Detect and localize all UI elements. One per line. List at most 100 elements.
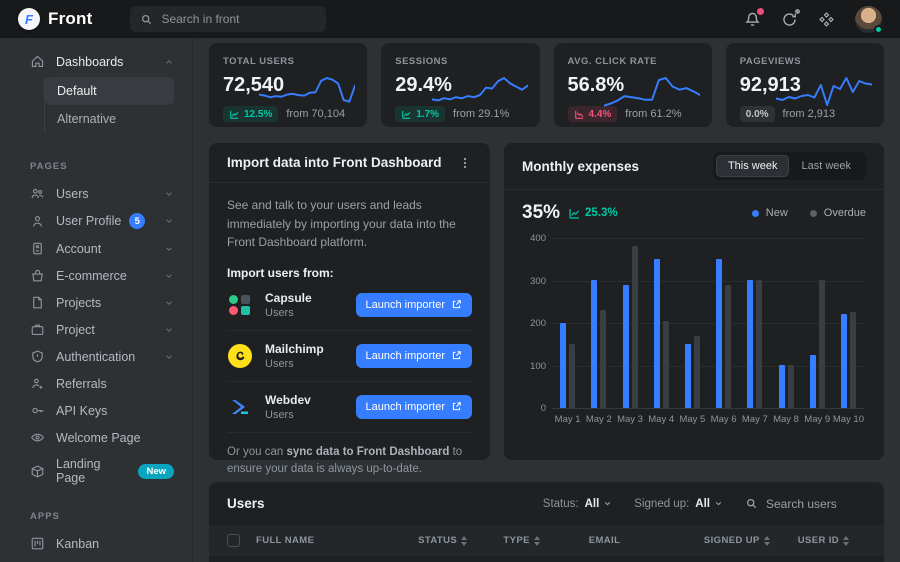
sparkline-chart bbox=[776, 73, 872, 113]
sort-icon[interactable] bbox=[461, 535, 468, 546]
sidebar-subitem-default[interactable]: Default bbox=[45, 77, 174, 105]
sidebar-item-authentication[interactable]: Authentication bbox=[0, 343, 192, 370]
front-logo-icon[interactable]: F bbox=[18, 8, 40, 30]
import-source-type: Users bbox=[265, 357, 294, 370]
stat-card-sessions[interactable]: SESSIONS 29.4% 1.7% from 29.1% bbox=[381, 43, 540, 127]
y-axis-tick: 100 bbox=[530, 360, 546, 372]
bar-new[interactable] bbox=[560, 323, 567, 408]
stat-delta-badge: 12.5% bbox=[223, 106, 279, 122]
expenses-delta: 25.3% bbox=[568, 207, 618, 220]
bar-new[interactable] bbox=[778, 365, 785, 408]
bar-group-may-4 bbox=[646, 238, 677, 408]
stat-card-total-users[interactable]: TOTAL USERS 72,540 12.5% from 70,104 bbox=[209, 43, 368, 127]
sparkline-chart bbox=[259, 73, 356, 113]
sidebar-item-kanban[interactable]: Kanban bbox=[0, 530, 192, 557]
sidebar-item-label: Account bbox=[56, 241, 102, 256]
sidebar-item-label: Project bbox=[56, 322, 95, 337]
sidebar-item-referrals[interactable]: Referrals bbox=[0, 370, 192, 397]
bar-overdue[interactable] bbox=[725, 285, 732, 408]
launch-importer-button[interactable]: Launch importer bbox=[355, 292, 472, 317]
sidebar-item-api-keys[interactable]: API Keys bbox=[0, 397, 192, 424]
toggle-last-week[interactable]: Last week bbox=[801, 160, 851, 172]
users-search-input[interactable] bbox=[766, 496, 866, 511]
sidebar-item-label: Authentication bbox=[56, 349, 136, 364]
bell-icon[interactable] bbox=[744, 7, 764, 28]
sidebar-item-landing-page[interactable]: Landing Page New bbox=[0, 451, 192, 491]
legend-item-overdue[interactable]: Overdue bbox=[809, 207, 866, 219]
legend-item-new[interactable]: New bbox=[751, 207, 788, 219]
legend-label: Overdue bbox=[823, 207, 866, 219]
more-options-icon[interactable] bbox=[458, 156, 472, 170]
status-filter-dropdown[interactable]: All bbox=[585, 498, 613, 510]
stat-card-avg-click-rate[interactable]: AVG. CLICK RATE 56.8% 4.4% from 61.2% bbox=[553, 43, 712, 127]
select-all-checkbox[interactable] bbox=[227, 534, 240, 547]
users-search[interactable] bbox=[745, 496, 866, 511]
import-row-mailchimp: Mailchimp Users Launch importer bbox=[227, 329, 472, 381]
import-rows: Capsule Users Launch importer Mailchimp User… bbox=[227, 280, 472, 432]
column-header-user-id[interactable]: USER ID bbox=[798, 535, 866, 546]
sidebar-item-projects[interactable]: Projects bbox=[0, 289, 192, 316]
stat-card-pageviews[interactable]: PAGEVIEWS 92,913 0.0% from 2,913 bbox=[725, 43, 884, 127]
shield-icon bbox=[30, 349, 45, 364]
import-row-webdev: Webdev Users Launch importer bbox=[227, 380, 472, 432]
notification-dot bbox=[757, 7, 764, 15]
column-label: SIGNED UP bbox=[703, 535, 760, 546]
expenses-card-title: Monthly expenses bbox=[522, 158, 640, 174]
sync-data-link[interactable]: sync data to Front Dashboard bbox=[286, 445, 450, 458]
launch-importer-button[interactable]: Launch importer bbox=[355, 394, 472, 419]
signedup-filter-dropdown[interactable]: All bbox=[695, 498, 723, 510]
count-badge: 5 bbox=[129, 213, 146, 229]
legend-dot bbox=[751, 209, 759, 217]
sort-icon[interactable] bbox=[843, 535, 850, 546]
sidebar-item-e-commerce[interactable]: E-commerce bbox=[0, 262, 192, 289]
search-input[interactable] bbox=[161, 12, 302, 26]
bar-new[interactable] bbox=[809, 355, 816, 408]
bar-new[interactable] bbox=[716, 259, 723, 408]
bar-new[interactable] bbox=[840, 314, 847, 408]
bar-overdue[interactable] bbox=[849, 312, 856, 408]
signedup-filter: Signed up: All bbox=[634, 498, 723, 510]
column-header-status[interactable]: STATUS bbox=[418, 535, 503, 546]
sidebar-item-user-profile[interactable]: User Profile 5 bbox=[0, 207, 192, 235]
apps-icon[interactable] bbox=[818, 11, 835, 28]
toggle-this-week[interactable]: This week bbox=[715, 155, 790, 177]
bar-new[interactable] bbox=[684, 344, 691, 408]
bar-overdue[interactable] bbox=[662, 321, 669, 408]
bar-overdue[interactable] bbox=[756, 280, 763, 408]
userplus-icon bbox=[30, 376, 45, 391]
stats-row: TOTAL USERS 72,540 12.5% from 70,104 SESSION… bbox=[209, 43, 884, 127]
sidebar-item-label: E-commerce bbox=[56, 268, 127, 283]
avatar[interactable] bbox=[855, 5, 883, 34]
sidebar-item-welcome-page[interactable]: Welcome Page bbox=[0, 424, 192, 451]
sort-icon[interactable] bbox=[533, 535, 540, 546]
sidebar-item-project[interactable]: Project bbox=[0, 316, 192, 343]
history-icon[interactable] bbox=[781, 8, 800, 28]
global-search[interactable] bbox=[130, 6, 327, 32]
bar-new[interactable] bbox=[653, 259, 660, 408]
column-header-signed-up[interactable]: SIGNED UP bbox=[704, 535, 798, 546]
x-axis-tick: May 7 bbox=[741, 414, 768, 425]
sidebar-item-label: Welcome Page bbox=[56, 430, 141, 445]
activity-dot bbox=[795, 8, 800, 14]
bar-overdue[interactable] bbox=[787, 365, 794, 408]
x-axis-tick: May 2 bbox=[585, 414, 612, 425]
bar-overdue[interactable] bbox=[693, 336, 700, 408]
bar-overdue[interactable] bbox=[818, 280, 825, 408]
bar-new[interactable] bbox=[622, 285, 629, 408]
sidebar-subitem-alternative[interactable]: Alternative bbox=[57, 112, 117, 126]
bar-overdue[interactable] bbox=[600, 310, 607, 408]
bar-new[interactable] bbox=[747, 280, 754, 408]
users-table-body bbox=[209, 556, 884, 562]
column-header-type[interactable]: TYPE bbox=[503, 535, 588, 546]
bar-overdue[interactable] bbox=[569, 344, 576, 408]
launch-importer-button[interactable]: Launch importer bbox=[355, 343, 472, 368]
bar-new[interactable] bbox=[591, 280, 598, 408]
sidebar-item-users[interactable]: Users bbox=[0, 180, 192, 207]
sidebar-item-calendar[interactable]: Calendar bbox=[0, 557, 192, 562]
sidebar-item-account[interactable]: Account bbox=[0, 235, 192, 262]
bar-overdue[interactable] bbox=[631, 246, 638, 408]
bar-group-may-3 bbox=[614, 238, 645, 408]
sidebar-item-dashboards[interactable]: Dashboards bbox=[0, 48, 192, 75]
sort-icon[interactable] bbox=[763, 535, 770, 546]
new-badge: New bbox=[138, 463, 174, 479]
